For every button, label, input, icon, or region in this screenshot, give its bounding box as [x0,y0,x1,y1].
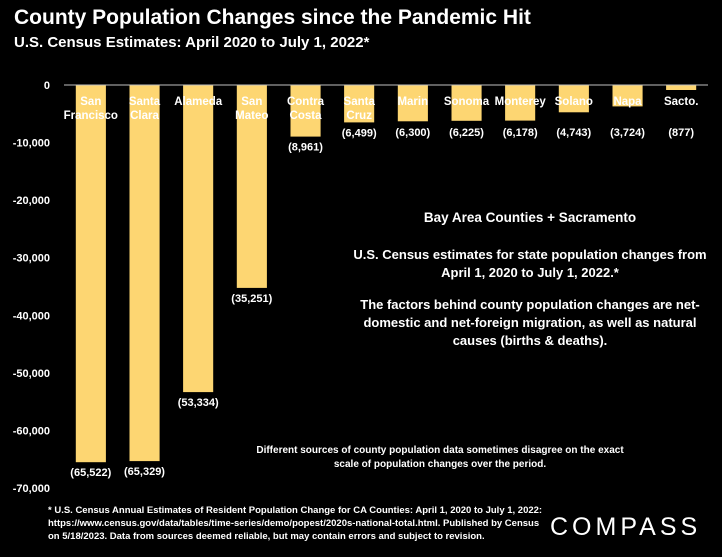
category-label: San Mateo [235,96,268,122]
y-tick-label: -60,000 [13,425,50,437]
bar [183,85,214,393]
data-label: (6,178) [503,127,538,139]
data-label: (6,499) [342,127,377,139]
note-population-factors: The factors behind county population cha… [360,297,700,348]
y-tick-label: -20,000 [13,195,50,207]
chart-subtitle: U.S. Census Estimates: April 2020 to Jul… [14,34,370,51]
data-label: (65,329) [124,466,165,478]
bar [236,85,267,288]
note-census-estimates: U.S. Census estimates for state populati… [353,247,707,280]
data-label: (65,522) [70,467,111,479]
source-footnote: * U.S. Census Annual Estimates of Reside… [48,505,543,542]
data-label: (877) [668,127,694,139]
data-label: (4,743) [556,127,591,139]
category-label: Santa Cruz [344,96,376,122]
y-tick-label: -70,000 [13,483,50,495]
data-label: (6,225) [449,127,484,139]
y-tick-label: -50,000 [13,368,50,380]
category-label: Solano [555,96,593,108]
data-label: (53,334) [178,397,219,409]
bar [344,85,375,123]
y-tick-label: -40,000 [13,310,50,322]
category-label: Sacto. [664,96,699,108]
data-label: (3,724) [610,127,645,139]
bar [451,85,482,121]
data-label: (8,961) [288,142,323,154]
category-label: Napa [613,96,642,108]
bar [612,85,643,107]
bar [666,85,697,90]
category-label: Monterey [495,96,547,108]
category-label: Santa Clara [129,96,161,122]
bar [75,85,106,463]
y-tick-label: -30,000 [13,253,50,265]
chart-title: County Population Changes since the Pand… [14,6,531,29]
category-label: Marin [397,96,428,108]
data-label: (35,251) [231,293,272,305]
note-disclaimer: Different sources of county population d… [256,445,624,470]
bar [558,85,589,113]
data-label: (6,300) [395,127,430,139]
bar [129,85,160,462]
bar [397,85,428,122]
y-tick-label: -10,000 [13,138,50,150]
category-label: Contra Costa [287,96,325,122]
category-label: Sonoma [444,96,490,108]
bar [290,85,321,137]
y-tick-label: 0 [44,80,50,92]
compass-logo: COMPASS [550,513,702,541]
note-heading: Bay Area Counties + Sacramento [423,210,637,225]
bar [505,85,536,121]
category-label: San Francisco [64,96,118,122]
category-label: Alameda [174,96,223,108]
